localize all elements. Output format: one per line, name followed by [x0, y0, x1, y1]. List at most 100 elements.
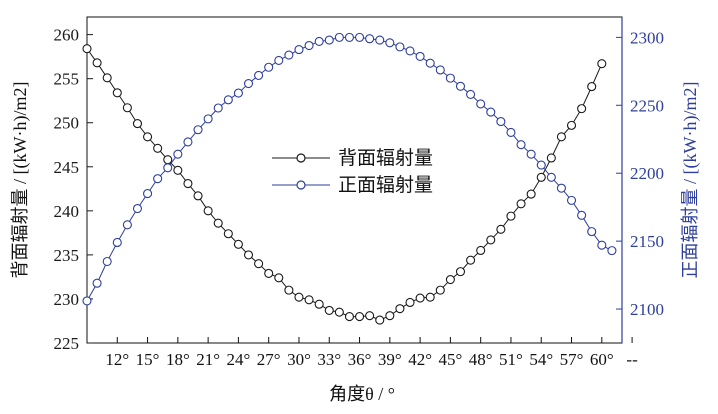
x-tick-label: -- [626, 350, 638, 369]
left-axis-ticks: 225 230 235 240 245 250 255 260 [54, 26, 93, 353]
series-0-point [233, 239, 243, 249]
series-1-point [385, 38, 395, 48]
x-axis-ticks: 12° 15° 18° 21° 24° 27° 30° 33° 36° 39° 42° 45° 48° 5… [105, 337, 638, 369]
right-tick-label: 2100 [630, 300, 664, 319]
series-1-point [566, 195, 577, 205]
series-0-point [526, 189, 536, 199]
series-1-point [597, 240, 607, 250]
series-0-point [334, 307, 344, 317]
series-1-point [243, 79, 254, 89]
series-1-point [153, 174, 163, 184]
series-1-point [405, 46, 415, 56]
series-1-point [587, 227, 597, 237]
series-1-point [82, 296, 92, 306]
series-0-point [365, 311, 375, 321]
series-0-point [405, 297, 415, 308]
legend: 背面辐射量 正面辐射量 [272, 147, 433, 196]
x-tick-label: 39° [378, 350, 402, 369]
series-0-point [294, 292, 304, 302]
series-0-point [243, 250, 254, 260]
series-1-point [324, 35, 334, 45]
x-tick-label: 60° [590, 350, 614, 369]
series-0-point [395, 304, 405, 314]
series-0-point [354, 312, 365, 322]
series-0-point [314, 299, 324, 309]
series-0-point [213, 218, 223, 228]
series-1-point [516, 140, 526, 150]
series-1-point [284, 50, 294, 60]
series-1-point [132, 203, 143, 214]
series-0-point [375, 315, 385, 325]
series-1-point [173, 149, 183, 159]
series-1-point [466, 89, 476, 99]
series-1-point [122, 220, 132, 230]
x-tick-label: 33° [317, 350, 341, 369]
left-tick-label: 255 [54, 70, 80, 89]
x-tick-label: 42° [408, 350, 432, 369]
series-0-point [274, 273, 284, 283]
right-axis-ticks: 2100 2150 2200 2250 2300 [616, 28, 664, 319]
series-0-point [385, 311, 395, 321]
series-1-point [183, 137, 193, 147]
series-1-point [425, 58, 435, 68]
series-0-point [254, 259, 264, 269]
series-0-point [173, 165, 183, 175]
series-0-point [506, 211, 516, 221]
left-axis-title: 背面辐射量 / [(kW·h)/m2] [10, 82, 31, 279]
series-0-point [143, 132, 153, 142]
x-tick-label: 24° [227, 350, 251, 369]
series-1-point [486, 107, 496, 117]
series-1-point [365, 34, 375, 44]
x-tick-label: 18° [166, 350, 190, 369]
series-1-point [264, 62, 274, 72]
series-0-point [153, 143, 163, 153]
left-tick-label: 225 [54, 334, 80, 353]
series-0-point [203, 206, 213, 216]
series-1-point [112, 237, 122, 248]
series-1-point [233, 88, 243, 98]
x-tick-label: 57° [560, 350, 584, 369]
x-tick-label: 21° [196, 350, 220, 369]
series-0-point [92, 58, 102, 68]
x-tick-label: 45° [438, 350, 462, 369]
series-0-point [284, 285, 294, 295]
series-0-point [556, 132, 566, 142]
series-1-point [193, 125, 203, 135]
left-tick-label: 230 [54, 290, 80, 309]
series-0-point [82, 44, 92, 54]
series-1-point [274, 55, 284, 66]
series-0-point [425, 292, 435, 302]
left-tick-label: 260 [54, 26, 80, 45]
series-1-point [213, 103, 223, 113]
series-1-point [435, 65, 445, 75]
series-0-point [516, 199, 526, 209]
legend-label-back: 背面辐射量 [338, 147, 433, 169]
series-line-0 [86, 48, 603, 321]
series-1-point [102, 256, 112, 267]
series-1-point [223, 95, 233, 105]
series-0-point [597, 59, 607, 69]
series-0-point [455, 267, 466, 277]
series-0-point [435, 285, 445, 295]
series-1-point [92, 278, 102, 288]
right-tick-label: 2300 [630, 28, 664, 47]
series-0-point [193, 191, 203, 201]
right-tick-label: 2150 [630, 232, 664, 251]
left-tick-label: 245 [54, 158, 80, 177]
x-tick-label: 51° [499, 350, 523, 369]
series-0-point [415, 293, 425, 303]
series-0-point [132, 119, 143, 129]
legend-marker-front [296, 180, 306, 190]
series-0-point [546, 153, 556, 163]
x-tick-label: 12° [105, 350, 129, 369]
series-1-point [476, 99, 486, 109]
series-1-point [304, 40, 314, 51]
series-1-point [354, 32, 365, 42]
series-1-point [163, 163, 173, 173]
legend-marker-back [296, 153, 306, 163]
series-0-point [223, 229, 233, 239]
series-0-point [466, 255, 476, 265]
left-tick-label: 235 [54, 246, 80, 265]
x-tick-label: 15° [136, 350, 160, 369]
